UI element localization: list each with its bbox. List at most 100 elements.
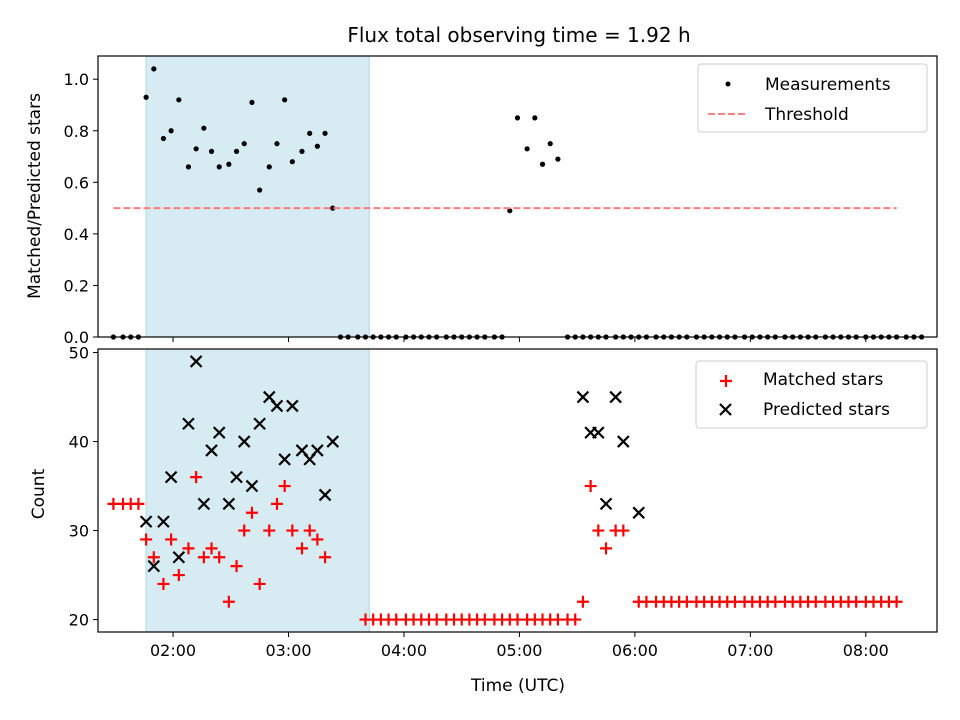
- predicted-stars-point: [278, 453, 291, 466]
- matched-stars-point: [569, 613, 582, 626]
- bottom-y-tick-label: 20: [69, 611, 89, 630]
- top-shaded-region: [145, 55, 370, 338]
- top-plot-frame: [97, 55, 938, 338]
- matched-stars-point: [238, 524, 251, 537]
- top-axes: 0.0 0.2 0.4 0.6 0.8 1.0: [64, 70, 867, 347]
- top-y-tick-label: 0.4: [64, 225, 89, 244]
- matched-stars-point: [213, 551, 226, 564]
- top-y-axis-label: Matched/Predicted stars: [25, 93, 45, 299]
- matched-stars-point: [311, 533, 324, 546]
- legend-measurements-marker: [725, 81, 731, 87]
- measurements-point: [330, 205, 336, 211]
- bottom-panel: 20 30 40 50 02:00 03:00 04:00 05:00 06:00 07:00 08…: [29, 344, 938, 696]
- predicted-stars-point: [576, 390, 590, 404]
- measurements-point: [176, 97, 182, 103]
- legend-threshold-label: Threshold: [764, 105, 849, 125]
- matched-stars-point: [205, 542, 218, 555]
- predicted-stars-point: [617, 435, 630, 448]
- measurements-point: [160, 135, 167, 142]
- predicted-stars-point: [164, 470, 178, 484]
- top-panel: 0.0 0.2 0.4 0.6 0.8 1.0 Matched/Predicted sta…: [25, 55, 938, 347]
- measurements-point: [226, 161, 232, 167]
- legend-matched-label: Matched stars: [763, 370, 883, 390]
- legend-measurements-label: Measurements: [765, 75, 891, 95]
- matched-stars-point: [253, 577, 266, 590]
- matched-stars-point: [165, 533, 178, 546]
- predicted-stars-point: [599, 497, 613, 511]
- measurements-point: [314, 143, 320, 149]
- measurements-point: [266, 164, 272, 170]
- measurements-point: [185, 164, 192, 170]
- predicted-stars-point: [189, 355, 203, 368]
- matched-stars-point: [230, 560, 243, 573]
- bottom-y-tick-label: 40: [69, 433, 89, 452]
- bottom-y-axis-label: Count: [29, 468, 49, 519]
- matched-stars-point: [890, 595, 903, 608]
- legend-predicted-label: Predicted stars: [763, 400, 890, 420]
- measurements-point: [289, 159, 295, 165]
- predicted-stars-point: [139, 515, 153, 528]
- measurements-point: [539, 161, 546, 167]
- measurements-point: [547, 141, 553, 147]
- matched-stars-point: [172, 569, 185, 582]
- predicted-stars-point: [157, 515, 170, 528]
- measurements-point: [322, 130, 328, 136]
- matched-stars-point: [222, 595, 235, 608]
- bottom-legend: Matched stars Predicted stars: [695, 360, 928, 429]
- matched-stars-point: [182, 542, 195, 555]
- measurements-point: [193, 146, 199, 152]
- top-y-tick-label: 0.0: [64, 328, 89, 347]
- matched-stars-point: [286, 524, 299, 537]
- matched-stars-point: [278, 480, 291, 493]
- top-legend: Measurements Threshold: [697, 63, 928, 133]
- top-y-tick-label: 0.2: [64, 276, 89, 295]
- bottom-x-axis-label: Time (UTC): [470, 676, 565, 696]
- bottom-plot-frame: [97, 348, 938, 633]
- matched-stars-point: [319, 551, 332, 564]
- measurements-point: [257, 187, 263, 193]
- matched-stars-point: [270, 497, 283, 510]
- predicted-stars-point: [632, 506, 646, 520]
- matched-stars-point: [592, 524, 605, 537]
- bottom-legend-box: [695, 360, 928, 429]
- matched-stars-point: [584, 480, 597, 493]
- matched-stars-point: [140, 533, 153, 546]
- measurements-point: [307, 130, 313, 136]
- measurements-point: [532, 115, 538, 121]
- top-y-tick-label: 0.6: [64, 173, 89, 192]
- predicted-stars-point: [253, 417, 266, 431]
- measurements-point: [514, 115, 521, 121]
- predicted-stars-point: [147, 559, 161, 573]
- measurements-point: [151, 66, 157, 72]
- matched-stars-point: [576, 595, 589, 608]
- bottom-marks: [107, 355, 903, 626]
- bottom-x-tick-label: 05:00: [496, 641, 542, 660]
- matched-stars-point: [303, 524, 316, 537]
- measurements-point: [555, 156, 561, 162]
- bottom-x-tick-label: 08:00: [843, 641, 889, 660]
- matched-stars-point: [197, 551, 210, 564]
- bottom-y-tick-label: 30: [69, 522, 89, 541]
- matched-stars-point: [157, 577, 170, 590]
- measurements-point: [201, 125, 207, 131]
- predicted-stars-point: [592, 426, 605, 439]
- bottom-x-tick-label: 04:00: [381, 641, 427, 660]
- measurements-point: [143, 94, 149, 100]
- predicted-stars-point: [222, 497, 236, 511]
- measurements-point: [168, 128, 174, 134]
- predicted-stars-point: [245, 479, 259, 493]
- measurements-point: [241, 141, 247, 147]
- predicted-stars-point: [311, 444, 324, 457]
- top-legend-box: [697, 63, 928, 133]
- matched-stars-point: [295, 542, 308, 555]
- predicted-stars-point: [237, 435, 251, 448]
- top-y-tick-label: 0.8: [64, 122, 89, 141]
- matched-stars-point: [190, 471, 203, 484]
- measurements-point: [507, 208, 513, 214]
- predicted-stars-point: [205, 444, 218, 457]
- predicted-stars-point: [326, 435, 340, 448]
- predicted-stars-point: [286, 399, 299, 413]
- bottom-x-tick-label: 06:00: [612, 641, 658, 660]
- measurements-point: [208, 148, 215, 154]
